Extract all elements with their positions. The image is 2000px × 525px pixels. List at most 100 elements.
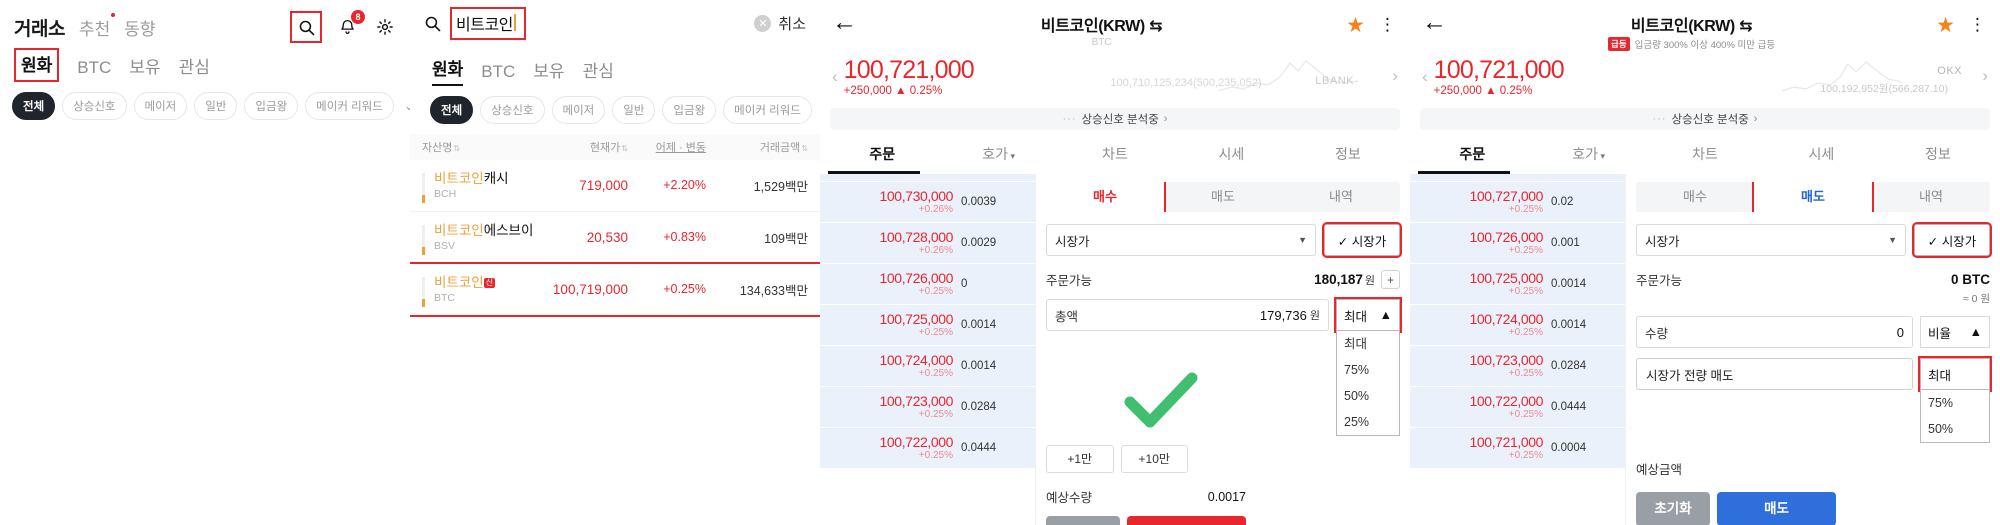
- column-asset-name[interactable]: 자산명⇅: [422, 142, 461, 154]
- kebab-menu-icon[interactable]: ⋮: [1379, 15, 1396, 35]
- tab-btc[interactable]: BTC: [77, 58, 112, 77]
- tab-holdings[interactable]: 보유: [533, 62, 565, 81]
- orderbook-row[interactable]: 100,725,000 +0.25% 0.0014: [1410, 264, 1625, 305]
- tab-order[interactable]: 주문: [1459, 146, 1486, 162]
- chip-rise-signal[interactable]: 상승신호: [62, 92, 127, 120]
- prev-coin-arrow-icon[interactable]: ‹: [1422, 67, 1428, 86]
- search-input[interactable]: 비트코인: [450, 6, 526, 40]
- tab-buy[interactable]: 매수: [1046, 182, 1166, 212]
- market-price-option[interactable]: ✓ 시장가: [1912, 222, 1992, 258]
- percent-option-50[interactable]: 50%: [1928, 422, 1954, 436]
- chip-maker-reward[interactable]: 메이커 리워드: [723, 96, 812, 124]
- tab-orderbook[interactable]: 호가 ▾: [982, 146, 1015, 162]
- orderbook-row[interactable]: 100,722,000 +0.25% 0.0444: [1410, 387, 1625, 428]
- chip-deposit-king[interactable]: 입금왕: [662, 96, 717, 124]
- percent-option-50[interactable]: 50%: [1344, 389, 1370, 403]
- submit-buy-button[interactable]: 매수: [1127, 516, 1246, 525]
- orderbook-row[interactable]: 100,728,000 +0.26% 0.0029: [820, 223, 1035, 264]
- close-icon[interactable]: ✕: [754, 14, 772, 32]
- tab-btc[interactable]: BTC: [481, 62, 516, 81]
- orderbook-row[interactable]: 100,726,000 +0.25% 0.001: [1410, 223, 1625, 264]
- market-sell-all-button[interactable]: 시장가 전량 매도: [1636, 358, 1913, 390]
- column-volume[interactable]: 거래금액⇅: [759, 142, 808, 154]
- chip-rise-signal[interactable]: 상승신호: [480, 96, 545, 124]
- gear-icon[interactable]: [372, 14, 398, 40]
- swap-icon[interactable]: ⇆: [1739, 18, 1753, 35]
- orderbook-row[interactable]: 100,724,000 +0.25% 0.0014: [1410, 305, 1625, 346]
- search-icon[interactable]: [424, 15, 441, 32]
- quick-add-10k[interactable]: +1만: [1046, 445, 1114, 473]
- tab-sell[interactable]: 매도: [1211, 189, 1235, 204]
- quantity-input[interactable]: 수량 0: [1636, 316, 1913, 348]
- tab-orderbook[interactable]: 호가 ▾: [1572, 146, 1605, 162]
- tab-market[interactable]: 시세: [1808, 146, 1835, 162]
- signal-banner[interactable]: ··· 상승신호 분석중 ›: [1420, 108, 1990, 130]
- orderbook-row[interactable]: 100,724,000 +0.25% 0.0014: [820, 346, 1035, 387]
- ratio-dropdown-toggle[interactable]: 비율 ▲: [1920, 316, 1990, 348]
- tab-chart[interactable]: 차트: [1692, 146, 1718, 162]
- reset-button[interactable]: 초기화: [1636, 492, 1710, 525]
- back-arrow-icon[interactable]: ←: [1422, 8, 1447, 36]
- column-change[interactable]: 어제 · 변동: [655, 142, 706, 154]
- tab-krw[interactable]: 원화: [432, 55, 464, 86]
- quick-add-100k[interactable]: +10만: [1120, 445, 1188, 473]
- nav-item-recommend[interactable]: 추천: [79, 12, 116, 40]
- chip-all[interactable]: 전체: [430, 96, 474, 124]
- chip-major[interactable]: 메이저: [133, 92, 188, 120]
- orderbook-row[interactable]: 100,723,000 +0.25% 0.0284: [820, 387, 1035, 428]
- tab-history[interactable]: 내역: [1919, 189, 1943, 204]
- tab-order[interactable]: 주문: [869, 146, 896, 162]
- orderbook-row[interactable]: 100,723,000 +0.25% 0.0284: [1410, 346, 1625, 387]
- total-amount-input[interactable]: 총액 179,736 원: [1046, 299, 1329, 331]
- tab-krw[interactable]: 원화: [14, 48, 60, 82]
- percent-option-75[interactable]: 75%: [1928, 396, 1954, 410]
- tab-sell[interactable]: 매도: [1752, 182, 1874, 212]
- swap-icon[interactable]: ⇆: [1149, 18, 1163, 35]
- tab-market[interactable]: 시세: [1218, 146, 1245, 162]
- cancel-search-button[interactable]: ✕ 취소: [754, 13, 806, 34]
- orderbook-row[interactable]: 100,730,000 +0.26% 0.0039: [820, 182, 1035, 223]
- tab-buy[interactable]: 매수: [1683, 189, 1707, 204]
- chip-major[interactable]: 메이저: [551, 96, 606, 124]
- next-coin-arrow-icon[interactable]: ›: [1392, 66, 1398, 85]
- percent-option-25[interactable]: 25%: [1344, 415, 1370, 429]
- next-coin-arrow-icon[interactable]: ›: [1982, 66, 1988, 85]
- prev-coin-arrow-icon[interactable]: ‹: [832, 67, 838, 86]
- reset-button[interactable]: 초기화: [1046, 516, 1120, 525]
- order-type-select[interactable]: 시장가 ▼: [1636, 224, 1906, 256]
- kebab-menu-icon[interactable]: ⋮: [1969, 15, 1986, 35]
- tab-info[interactable]: 정보: [1334, 146, 1361, 162]
- chip-maker-reward[interactable]: 메이커 리워드: [305, 92, 394, 120]
- tab-favorites[interactable]: 관심: [582, 62, 614, 81]
- submit-sell-button[interactable]: 매도: [1717, 492, 1836, 525]
- percent-option-max[interactable]: 최대: [1344, 337, 1368, 351]
- signal-banner[interactable]: ··· 상승신호 분석중 ›: [830, 108, 1400, 130]
- search-icon[interactable]: [290, 11, 322, 43]
- tab-chart[interactable]: 차트: [1102, 146, 1128, 162]
- table-row-selected[interactable]: 비트코인 신 BTC 100,719,000 +0.25% 134,633백만: [410, 261, 820, 317]
- chip-all[interactable]: 전체: [12, 92, 56, 120]
- chip-general[interactable]: 일반: [194, 92, 238, 120]
- percent-dropdown-toggle[interactable]: 최대 ▲: [1334, 297, 1402, 333]
- orderbook-row[interactable]: 100,727,000 +0.25% 0.02: [1410, 182, 1625, 223]
- star-icon[interactable]: ★: [1936, 14, 1955, 37]
- table-row[interactable]: 비트코인에스브이 BSV 20,530 +0.83% 109백만: [410, 212, 820, 264]
- chip-general[interactable]: 일반: [612, 96, 656, 124]
- bell-icon[interactable]: 8: [334, 10, 365, 40]
- column-current-price[interactable]: 현재가⇅: [589, 142, 628, 154]
- percent-dropdown-toggle[interactable]: 최대: [1918, 356, 1992, 392]
- market-price-option[interactable]: ✓ 시장가: [1322, 222, 1402, 258]
- add-funds-button[interactable]: +: [1381, 270, 1400, 289]
- back-arrow-icon[interactable]: ←: [832, 8, 857, 36]
- orderbook-row[interactable]: 100,725,000 +0.25% 0.0014: [820, 305, 1035, 346]
- percent-option-75[interactable]: 75%: [1344, 363, 1370, 377]
- tab-holdings[interactable]: 보유: [129, 58, 161, 77]
- chevron-down-icon[interactable]: ⌄: [403, 98, 410, 113]
- orderbook-row[interactable]: 100,721,000 +0.25% 0.0004: [1410, 428, 1625, 469]
- nav-item-trend[interactable]: 동향: [124, 19, 156, 39]
- star-icon[interactable]: ★: [1346, 14, 1365, 37]
- orderbook-row[interactable]: 100,726,000 +0.25% 0: [820, 264, 1035, 305]
- tab-info[interactable]: 정보: [1924, 146, 1951, 162]
- tab-history[interactable]: 내역: [1329, 189, 1353, 204]
- orderbook-row[interactable]: 100,722,000 +0.25% 0.0444: [820, 428, 1035, 469]
